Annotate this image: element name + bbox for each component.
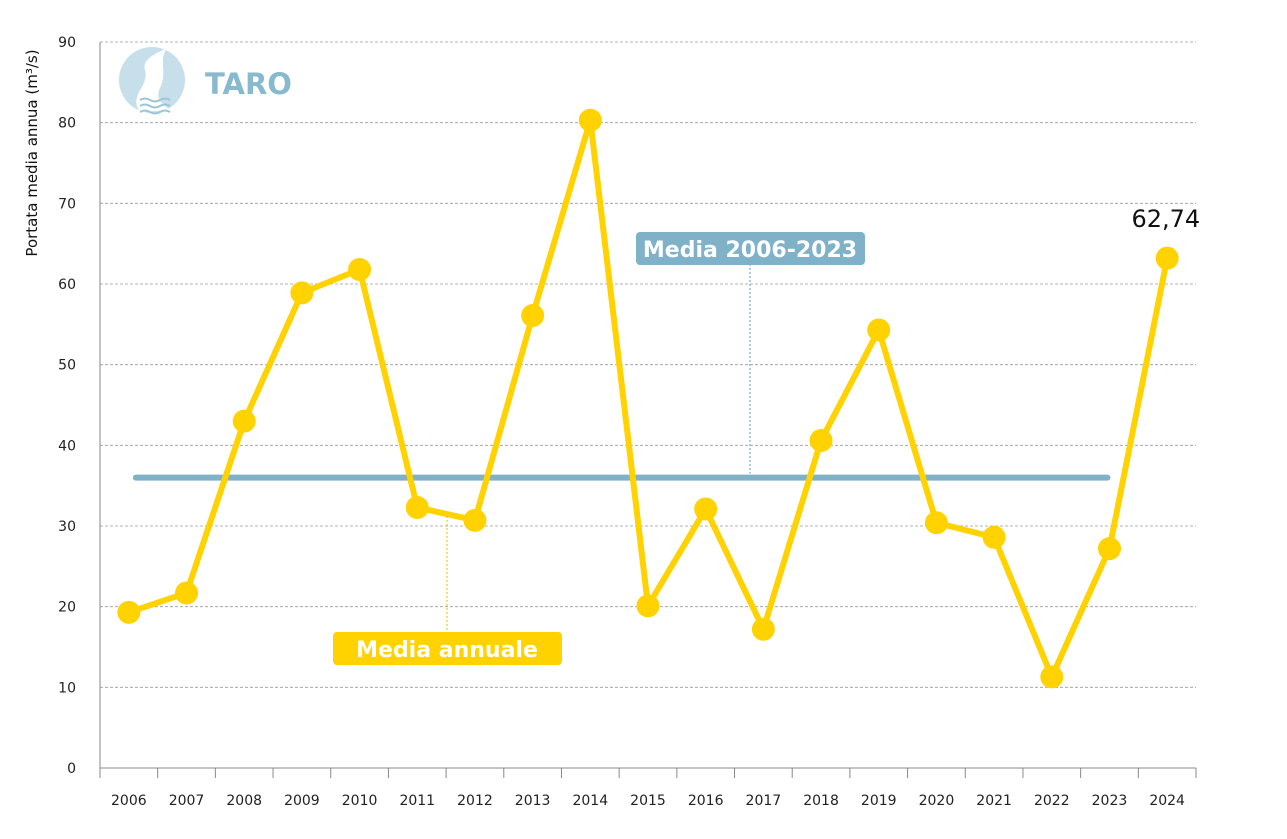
data-point bbox=[117, 600, 141, 624]
y-tick-label: 20 bbox=[58, 600, 76, 616]
data-point bbox=[175, 581, 199, 605]
data-point bbox=[405, 495, 429, 519]
data-point bbox=[867, 318, 891, 342]
y-tick-label: 40 bbox=[58, 438, 76, 454]
x-tick-label: 2015 bbox=[630, 793, 666, 809]
data-point bbox=[348, 257, 372, 281]
data-point bbox=[578, 108, 602, 132]
data-point bbox=[636, 594, 660, 618]
data-point bbox=[1040, 665, 1064, 689]
x-tick-label: 2021 bbox=[976, 793, 1012, 809]
y-tick-label: 90 bbox=[58, 35, 76, 51]
x-tick-label: 2009 bbox=[284, 793, 320, 809]
data-point bbox=[982, 525, 1006, 549]
x-tick-label: 2014 bbox=[572, 793, 608, 809]
series-points bbox=[117, 108, 1179, 689]
series-line bbox=[125, 117, 1171, 680]
x-tick-label: 2022 bbox=[1034, 793, 1070, 809]
data-point bbox=[521, 303, 545, 327]
x-tick-label: 2012 bbox=[457, 793, 493, 809]
series-polyline bbox=[125, 117, 1171, 680]
y-tick-label: 80 bbox=[58, 116, 76, 132]
data-point bbox=[751, 617, 775, 641]
data-point bbox=[463, 508, 487, 532]
x-tick-label: 2016 bbox=[688, 793, 724, 809]
series-badge bbox=[333, 632, 562, 665]
data-point bbox=[809, 428, 833, 452]
x-tick-label: 2011 bbox=[399, 793, 435, 809]
last-value-annotation: 62,74 bbox=[1131, 205, 1200, 233]
data-point bbox=[290, 281, 314, 305]
x-tick-label: 2017 bbox=[746, 793, 782, 809]
river-icon bbox=[119, 47, 185, 115]
y-tick-labels: 0 10 20 30 40 50 60 70 80 90 bbox=[58, 35, 76, 777]
y-tick-label: 60 bbox=[58, 277, 76, 293]
y-axis-label: Portata media annua (m³/s) bbox=[23, 49, 41, 256]
y-tick-label: 30 bbox=[58, 519, 76, 535]
x-tick-label: 2020 bbox=[919, 793, 955, 809]
x-tick-label: 2010 bbox=[342, 793, 378, 809]
x-tick-label: 2007 bbox=[169, 793, 205, 809]
data-point bbox=[924, 511, 948, 535]
data-point bbox=[232, 409, 256, 433]
x-tick-labels: 2006 2007 2008 2009 2010 2011 2012 2013 2014 2015… bbox=[111, 793, 1185, 809]
reference-badge bbox=[636, 232, 865, 265]
x-tick-label: 2024 bbox=[1149, 793, 1185, 809]
data-point bbox=[1155, 246, 1179, 270]
y-tick-label: 50 bbox=[58, 358, 76, 374]
reference-badge-label: Media 2006-2023 bbox=[643, 238, 857, 263]
x-tick-label: 2006 bbox=[111, 793, 147, 809]
series-badge-label: Media annuale bbox=[356, 638, 538, 663]
y-tick-label: 70 bbox=[58, 196, 76, 212]
x-tick-label: 2023 bbox=[1092, 793, 1128, 809]
y-tick-label: 0 bbox=[67, 761, 76, 777]
logo-title: TARO bbox=[205, 67, 292, 101]
data-point bbox=[694, 497, 718, 521]
data-point bbox=[1097, 537, 1121, 561]
x-tick-label: 2019 bbox=[861, 793, 897, 809]
x-tick-label: 2018 bbox=[803, 793, 839, 809]
x-tick-label: 2013 bbox=[515, 793, 551, 809]
y-tick-label: 10 bbox=[58, 680, 76, 696]
x-tick-label: 2008 bbox=[226, 793, 262, 809]
series-badges: Media annuale Media 2006-2023 bbox=[333, 232, 865, 665]
axes bbox=[99, 42, 1197, 778]
